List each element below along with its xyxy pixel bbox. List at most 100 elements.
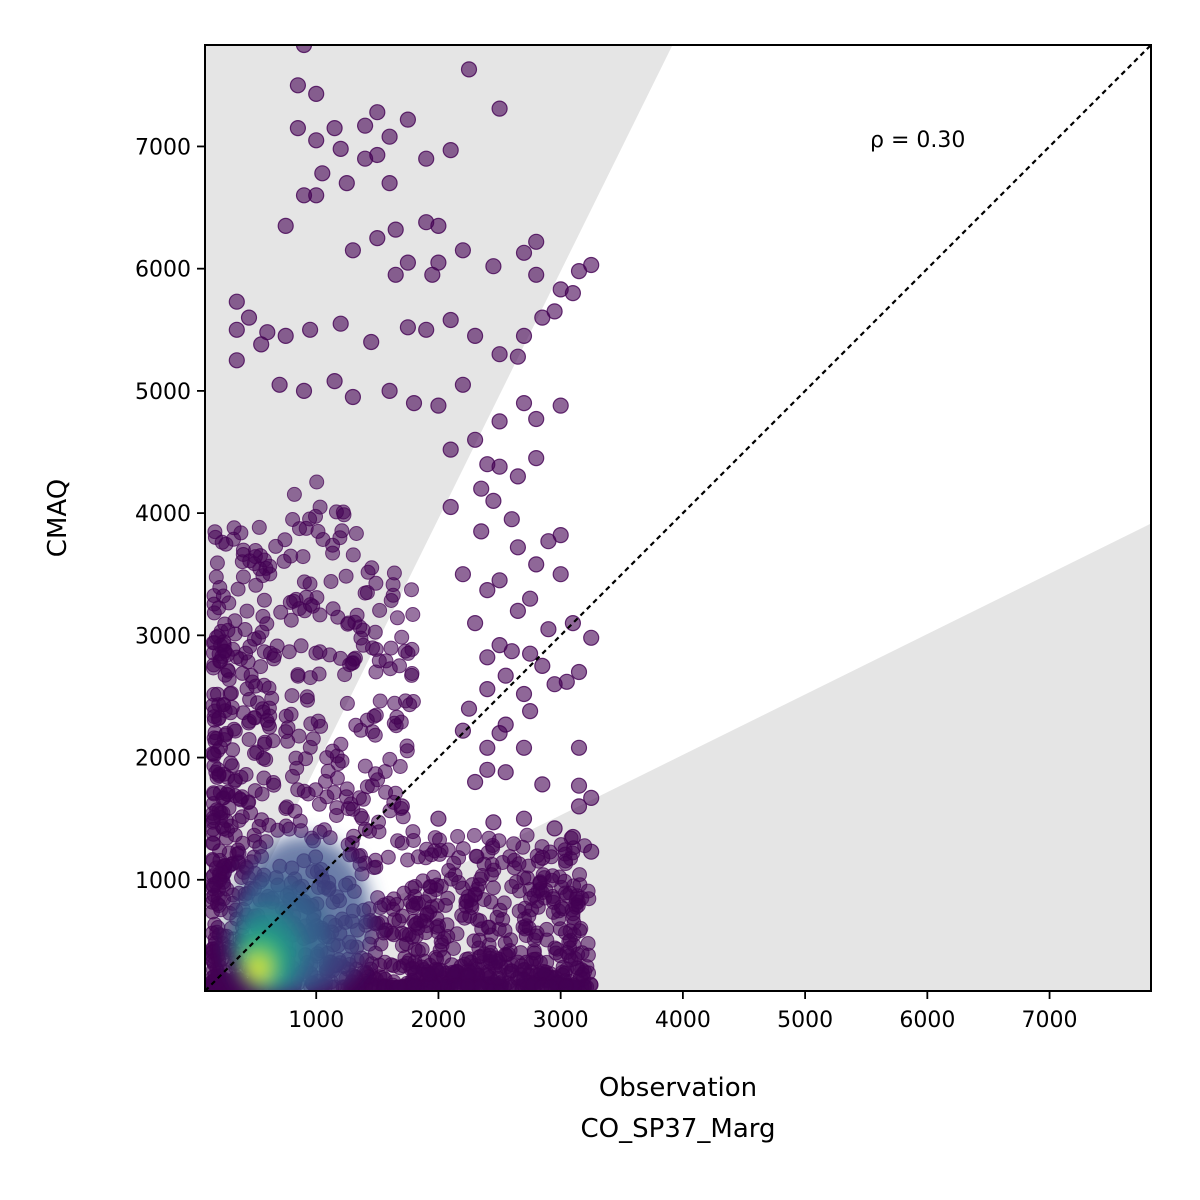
scatter-point — [418, 321, 435, 338]
dense-point — [359, 585, 375, 600]
dense-point — [511, 856, 527, 872]
dense-point — [302, 670, 318, 686]
scatter-point — [442, 142, 459, 159]
dense-point — [548, 945, 564, 961]
dense-point — [348, 526, 364, 541]
dense-point — [206, 686, 222, 702]
scatter-point — [387, 266, 404, 283]
dense-point — [246, 631, 262, 647]
dense-point — [353, 722, 369, 738]
scatter-point — [314, 165, 331, 182]
dense-point — [391, 913, 407, 929]
x-axis-sublabel: CO_SP37_Marg — [581, 1114, 776, 1144]
scatter-point — [454, 376, 471, 393]
x-tick-label: 6000 — [899, 1008, 955, 1033]
scatter-point — [515, 739, 533, 756]
dense-point — [413, 913, 429, 929]
y-axis-ticks: 1000 2000 3000 4000 5000 6000 7000 — [135, 135, 205, 894]
x-tick-label: 1000 — [288, 1008, 344, 1033]
dense-point — [371, 653, 387, 669]
dense-point — [292, 813, 308, 829]
dense-point — [410, 849, 426, 865]
dense-point — [386, 715, 402, 731]
dense-point — [353, 808, 369, 824]
dense-point — [284, 688, 300, 704]
dense-point — [516, 911, 532, 927]
scatter-point — [338, 175, 355, 192]
dense-point — [330, 609, 346, 625]
dense-point — [572, 877, 588, 893]
dense-point — [368, 575, 384, 591]
dense-point — [396, 885, 412, 901]
scatter-point — [308, 187, 325, 204]
dense-point — [383, 640, 399, 656]
dense-point — [382, 661, 398, 677]
scatter-point — [387, 221, 404, 238]
scatter-point — [326, 373, 343, 390]
scatter-point — [442, 498, 459, 516]
scatter-point — [515, 810, 533, 827]
dense-point — [408, 895, 424, 911]
dense-point — [211, 898, 227, 914]
scatter-point — [369, 230, 386, 247]
scatter-point — [485, 258, 502, 275]
dense-point — [329, 808, 344, 823]
scatter-point — [534, 849, 551, 866]
dense-point — [246, 827, 262, 843]
scatter-point — [558, 673, 575, 690]
dense-point — [226, 721, 242, 737]
scatter-point — [479, 761, 496, 778]
dense-point — [366, 708, 382, 724]
dense-point — [514, 958, 529, 974]
scatter-point — [528, 266, 545, 283]
scatter-point — [479, 581, 496, 599]
density-blob — [250, 960, 265, 978]
dense-point — [250, 695, 265, 711]
scatter-point — [515, 685, 533, 703]
dense-point — [280, 733, 296, 749]
dense-point — [206, 758, 222, 774]
dense-point — [373, 936, 389, 952]
scatter-point — [369, 104, 386, 121]
dense-point — [405, 607, 421, 622]
dense-point — [221, 800, 237, 816]
one-to-one-line — [205, 45, 1151, 991]
scatter-point — [399, 319, 416, 336]
dense-point — [497, 923, 513, 939]
dense-point — [330, 756, 346, 772]
scatter-point — [460, 61, 478, 78]
scatter-point — [546, 820, 563, 837]
scatter-point — [570, 739, 588, 756]
scatter-point — [271, 376, 288, 393]
scatter-point — [509, 348, 527, 365]
dense-point — [258, 834, 274, 850]
scatter-point — [491, 458, 508, 475]
dense-point — [459, 951, 474, 967]
scatter-point — [302, 321, 319, 338]
dense-point — [377, 764, 393, 779]
scatter-point — [515, 327, 533, 344]
dense-point — [502, 943, 518, 958]
dense-point — [312, 499, 328, 515]
scatter-point — [405, 395, 423, 412]
dense-point — [205, 813, 221, 828]
scatter-point — [381, 128, 398, 145]
scatter-point — [381, 382, 398, 399]
dense-point — [312, 607, 328, 623]
dense-point-cloud — [205, 474, 599, 991]
dense-point — [555, 901, 571, 917]
dense-point — [209, 555, 225, 571]
dense-point — [515, 839, 531, 855]
dense-point — [372, 602, 388, 618]
scatter-point — [515, 244, 533, 261]
scatter-point — [521, 645, 539, 662]
dense-point — [502, 977, 518, 991]
dense-point — [273, 604, 289, 620]
dense-point — [265, 775, 281, 790]
dense-point — [264, 690, 280, 706]
dense-point — [552, 869, 568, 885]
dense-point — [539, 921, 555, 937]
dense-point — [318, 773, 333, 789]
dense-point — [315, 532, 331, 547]
y-tick-label: 4000 — [135, 502, 191, 527]
